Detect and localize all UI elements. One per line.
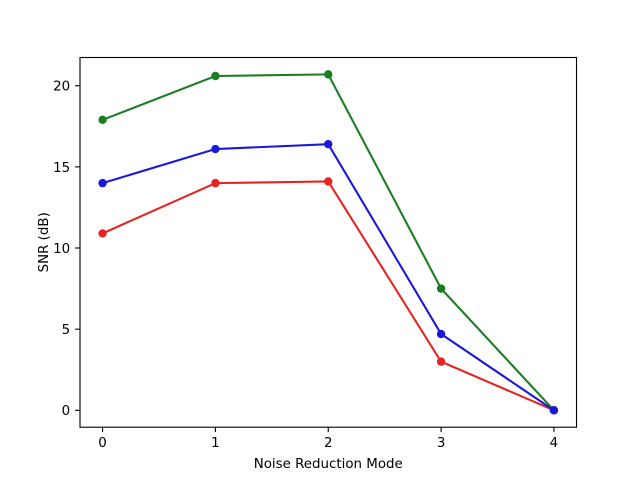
- marker-blue-series-1: [211, 144, 220, 154]
- y-tick-label: 5: [62, 323, 71, 338]
- y-tick-label: 20: [53, 80, 70, 95]
- marker-blue-series-0: [98, 178, 107, 188]
- y-tick-label: 0: [62, 404, 71, 419]
- marker-red-series-2: [324, 177, 333, 186]
- marker-blue-series-4: [549, 406, 559, 415]
- marker-green-series-0: [98, 115, 107, 125]
- marker-green-series-2: [324, 70, 333, 79]
- y-tick-label: 10: [53, 242, 70, 257]
- x-tick-label: 1: [211, 436, 220, 451]
- x-tick-label: 4: [550, 436, 559, 451]
- marker-red-series-1: [211, 178, 220, 188]
- marker-red-series-3: [436, 357, 446, 366]
- marker-blue-series-2: [324, 139, 333, 149]
- marker-red-series-0: [98, 229, 107, 238]
- y-tick-label: 15: [53, 161, 70, 176]
- plot-area: 0 1 2 3 4 0 5 10 15 20: [53, 56, 578, 451]
- y-axis-label: SNR (dB): [37, 212, 52, 272]
- plot-border: [79, 56, 578, 428]
- marker-green-series-1: [211, 71, 220, 81]
- marker-green-series-3: [436, 284, 446, 293]
- marker-blue-series-3: [436, 329, 446, 339]
- x-tick-label: 2: [324, 436, 333, 451]
- x-axis-label: Noise Reduction Mode: [254, 457, 403, 472]
- x-tick-label: 3: [437, 436, 446, 451]
- x-tick-label: 0: [98, 436, 107, 451]
